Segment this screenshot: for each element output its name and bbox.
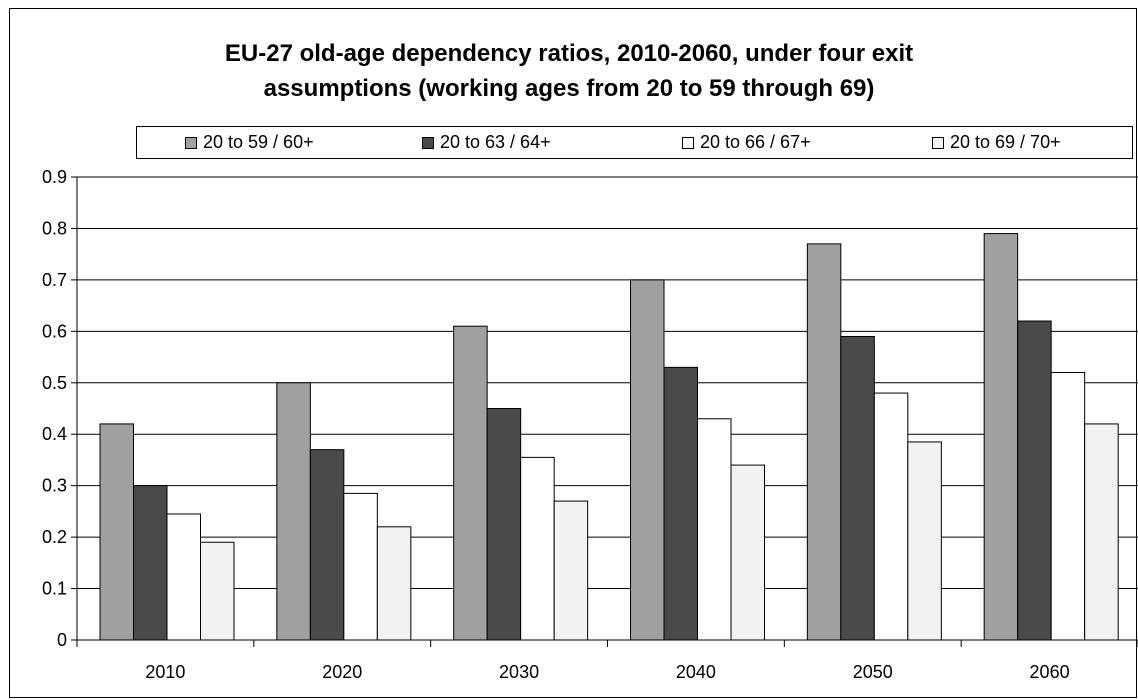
y-tick-label-6: 0.6 xyxy=(42,321,67,341)
bar-2020-series-1 xyxy=(276,382,311,641)
bar-2050-series-4 xyxy=(907,441,942,641)
bar-2020-series-2 xyxy=(309,449,345,641)
bar-2050-series-2 xyxy=(840,335,875,641)
bar-2020-series-4 xyxy=(376,526,412,641)
legend-swatch-series-1 xyxy=(185,136,197,149)
legend-label-series-3: 20 to 66 / 67+ xyxy=(700,132,811,152)
bar-2040-series-3 xyxy=(697,418,732,641)
x-tick-label-2020: 2020 xyxy=(322,662,362,682)
bar-2030-series-2 xyxy=(486,408,522,641)
bar-2020-series-3 xyxy=(343,492,378,641)
bar-2010-series-3 xyxy=(166,513,201,641)
legend-item-series-4: 20 to 69 / 70+ xyxy=(932,127,1061,158)
legend-item-series-2: 20 to 63 / 64+ xyxy=(422,127,551,158)
bar-2010-series-2 xyxy=(133,485,168,641)
legend-item-series-3: 20 to 66 / 67+ xyxy=(682,127,811,158)
bar-2060-series-4 xyxy=(1084,423,1119,641)
bar-2030-series-1 xyxy=(453,325,488,641)
bar-2010-series-4 xyxy=(200,541,235,641)
y-tick-label-0: 0 xyxy=(57,630,67,650)
legend-label-series-4: 20 to 69 / 70+ xyxy=(950,132,1061,152)
x-tick-label-2050: 2050 xyxy=(853,662,893,682)
chart-title: EU-27 old-age dependency ratios, 2010-20… xyxy=(0,36,1138,106)
chart-legend: 20 to 59 / 60+ 20 to 63 / 64+ 20 to 66 /… xyxy=(136,126,1133,159)
bar-2040-series-1 xyxy=(630,279,665,641)
x-tick-label-2030: 2030 xyxy=(499,662,539,682)
y-tick-label-8: 0.8 xyxy=(42,218,67,238)
bar-2050-series-1 xyxy=(806,243,842,641)
x-tick-label-2060: 2060 xyxy=(1030,662,1070,682)
y-tick-label-2: 0.2 xyxy=(42,527,67,547)
y-tick-label-5: 0.5 xyxy=(42,373,67,393)
bar-2060-series-3 xyxy=(1050,371,1086,641)
bar-2030-series-3 xyxy=(520,456,555,641)
chart-title-line-2: assumptions (working ages from 20 to 59 … xyxy=(263,75,875,102)
legend-swatch-series-2 xyxy=(422,136,434,149)
legend-label-series-2: 20 to 63 / 64+ xyxy=(440,132,551,152)
legend-item-series-1: 20 to 59 / 60+ xyxy=(185,127,314,158)
legend-label-series-1: 20 to 59 / 60+ xyxy=(203,132,314,152)
chart-title-line-1: EU-27 old-age dependency ratios, 2010-20… xyxy=(224,40,914,67)
legend-swatch-series-4 xyxy=(932,136,944,149)
bar-2040-series-4 xyxy=(730,464,765,641)
bar-2010-series-1 xyxy=(99,423,134,641)
x-tick-label-2040: 2040 xyxy=(676,662,716,682)
y-tick-label-3: 0.3 xyxy=(42,476,67,496)
y-tick-label-9: 0.9 xyxy=(42,167,67,187)
bar-2040-series-2 xyxy=(663,366,698,641)
bar-2060-series-2 xyxy=(1017,320,1052,641)
bar-2030-series-4 xyxy=(553,500,589,641)
y-tick-label-7: 0.7 xyxy=(42,270,67,290)
y-tick-label-4: 0.4 xyxy=(42,424,67,444)
y-tick-label-1: 0.1 xyxy=(42,579,67,599)
x-tick-label-2010: 2010 xyxy=(145,662,185,682)
legend-swatch-series-3 xyxy=(682,136,694,149)
bar-2060-series-1 xyxy=(983,233,1019,641)
bar-2050-series-3 xyxy=(873,392,909,641)
